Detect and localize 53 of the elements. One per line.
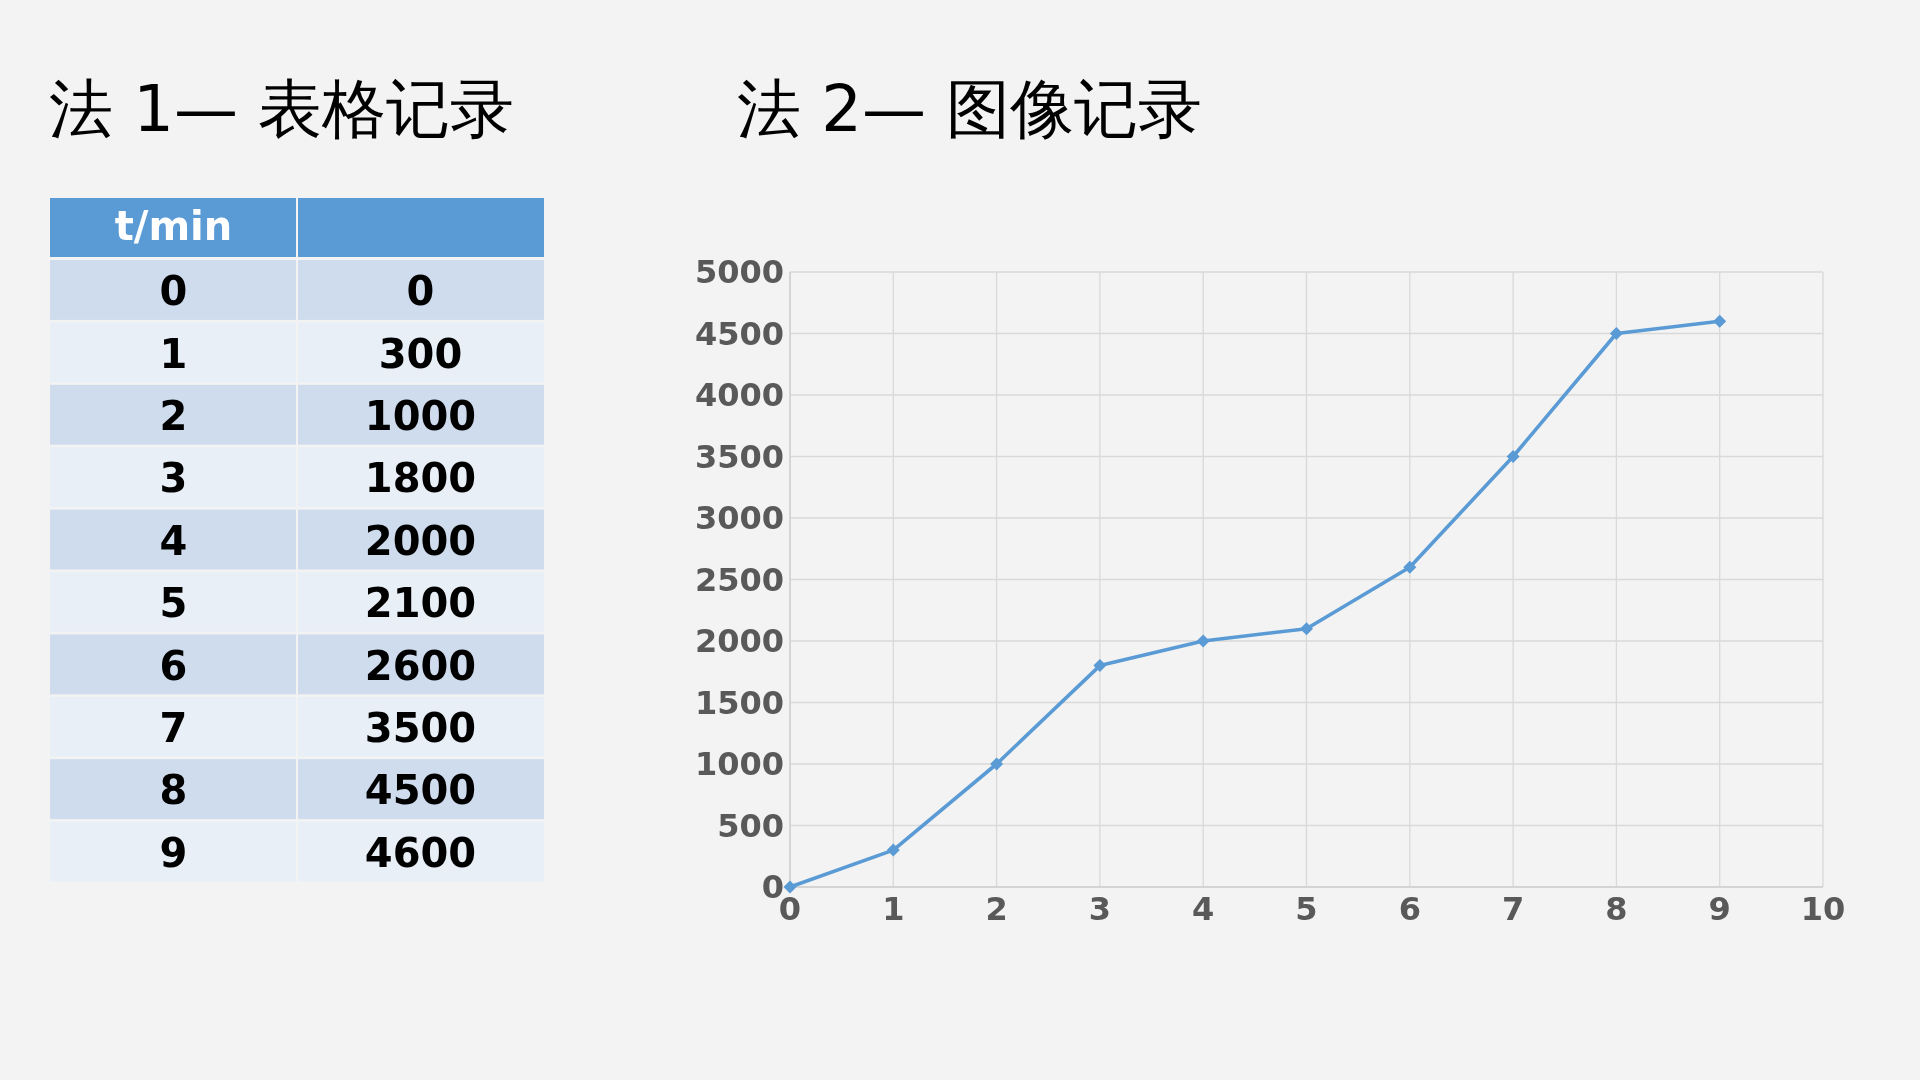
point: [1300, 622, 1313, 636]
x-tick-label: 7: [1501, 890, 1525, 928]
table-text: 4: [159, 517, 188, 564]
point: [783, 880, 797, 894]
table-header: t/min: [114, 203, 233, 249]
table-text: 1: [159, 330, 188, 377]
table-text: 1000: [364, 393, 477, 439]
point: [990, 757, 1004, 771]
point: [886, 843, 900, 857]
table-text: 5: [159, 580, 188, 627]
x-tick-label: 6: [1398, 890, 1421, 928]
table-text: 4600: [364, 829, 477, 876]
table-text: 4500: [364, 767, 477, 814]
heading: 法 1— 表格记录: [49, 72, 515, 146]
x-tick-label: 4: [1192, 890, 1215, 928]
table-text: 6: [159, 642, 188, 689]
x-tick-label: 1: [882, 890, 905, 928]
point: [1506, 450, 1520, 463]
table-text: 3500: [364, 705, 477, 751]
point: [1609, 327, 1623, 340]
point: [1093, 659, 1107, 673]
x-tick-label: 5: [1295, 890, 1318, 928]
y-tick-label: 5000: [694, 253, 784, 291]
chart-title: 法 2— 图像记录: [737, 72, 1203, 146]
point: [1713, 314, 1727, 328]
table-text: 0: [159, 268, 188, 315]
y-tick-label: 3000: [694, 499, 784, 537]
point: [1196, 634, 1210, 648]
table-text: 1800: [364, 455, 477, 502]
y-tick-label: 3500: [694, 437, 784, 476]
table-text: 300: [378, 330, 463, 377]
x-tick-label: 9: [1708, 890, 1731, 928]
table-text: 9: [159, 829, 188, 876]
y-tick-label: 1000: [694, 745, 784, 783]
y-tick-label: 500: [717, 806, 784, 845]
table-text: 3: [159, 455, 188, 502]
x-tick-label: 10: [1800, 890, 1846, 928]
table-text: 7: [159, 705, 188, 751]
y-tick-label: 2500: [694, 560, 784, 599]
y-tick-label: 4500: [694, 314, 784, 353]
y-tick-label: 1500: [694, 683, 784, 722]
table-text: 2: [159, 393, 188, 439]
table-text: 8: [159, 767, 188, 814]
x-tick-label: 3: [1088, 890, 1112, 928]
y-tick-label: 4000: [694, 376, 784, 414]
table-text: 2100: [364, 580, 477, 627]
table-text: 2600: [364, 642, 477, 689]
x-tick-label: 2: [985, 890, 1008, 928]
table-text: 2000: [364, 517, 477, 564]
point: [1403, 560, 1417, 574]
x-tick-label: 8: [1605, 890, 1628, 928]
y-tick-label: 2000: [694, 622, 784, 660]
table-text: 0: [406, 268, 435, 315]
